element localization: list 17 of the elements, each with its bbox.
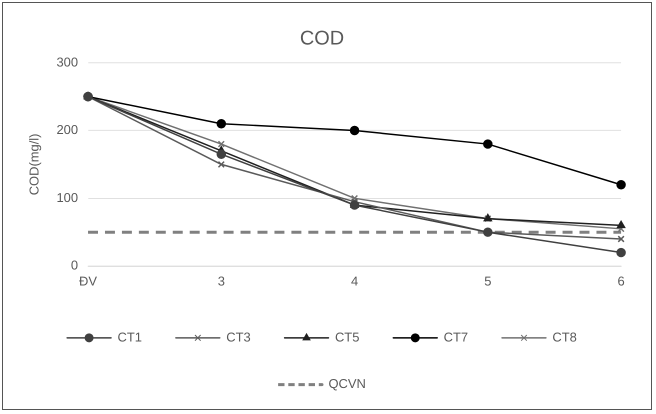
- legend-label: CT7: [444, 329, 468, 344]
- legend-label: CT3: [226, 329, 251, 344]
- legend-label: QCVN: [328, 376, 366, 392]
- x-tick-label: 3: [218, 273, 225, 288]
- legend-label: CT1: [118, 329, 142, 344]
- x-tick-label: 6: [617, 273, 625, 288]
- x-tick-label: 4: [350, 273, 358, 288]
- y-tick-label: 0: [70, 258, 78, 273]
- y-tick-label: 100: [56, 190, 78, 205]
- y-tick-label: 200: [56, 122, 78, 138]
- legend-label: CT5: [334, 329, 360, 344]
- y-axis-title: COD(mg/l): [26, 134, 42, 196]
- x-tick-label: 5: [484, 273, 492, 288]
- y-tick-label: 300: [56, 54, 78, 70]
- legend-label: CT8: [552, 329, 577, 344]
- chart-title: COD: [300, 27, 344, 50]
- x-tick-label: ĐV: [79, 273, 98, 288]
